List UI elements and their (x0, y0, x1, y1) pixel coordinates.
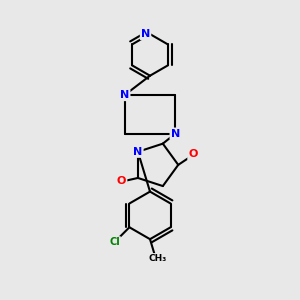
Text: Cl: Cl (109, 237, 120, 247)
Text: N: N (133, 147, 142, 157)
Text: N: N (120, 90, 129, 100)
Text: N: N (171, 129, 180, 139)
Text: CH₃: CH₃ (148, 254, 166, 263)
Text: O: O (117, 176, 126, 186)
Text: N: N (141, 29, 150, 39)
Text: O: O (188, 149, 198, 160)
